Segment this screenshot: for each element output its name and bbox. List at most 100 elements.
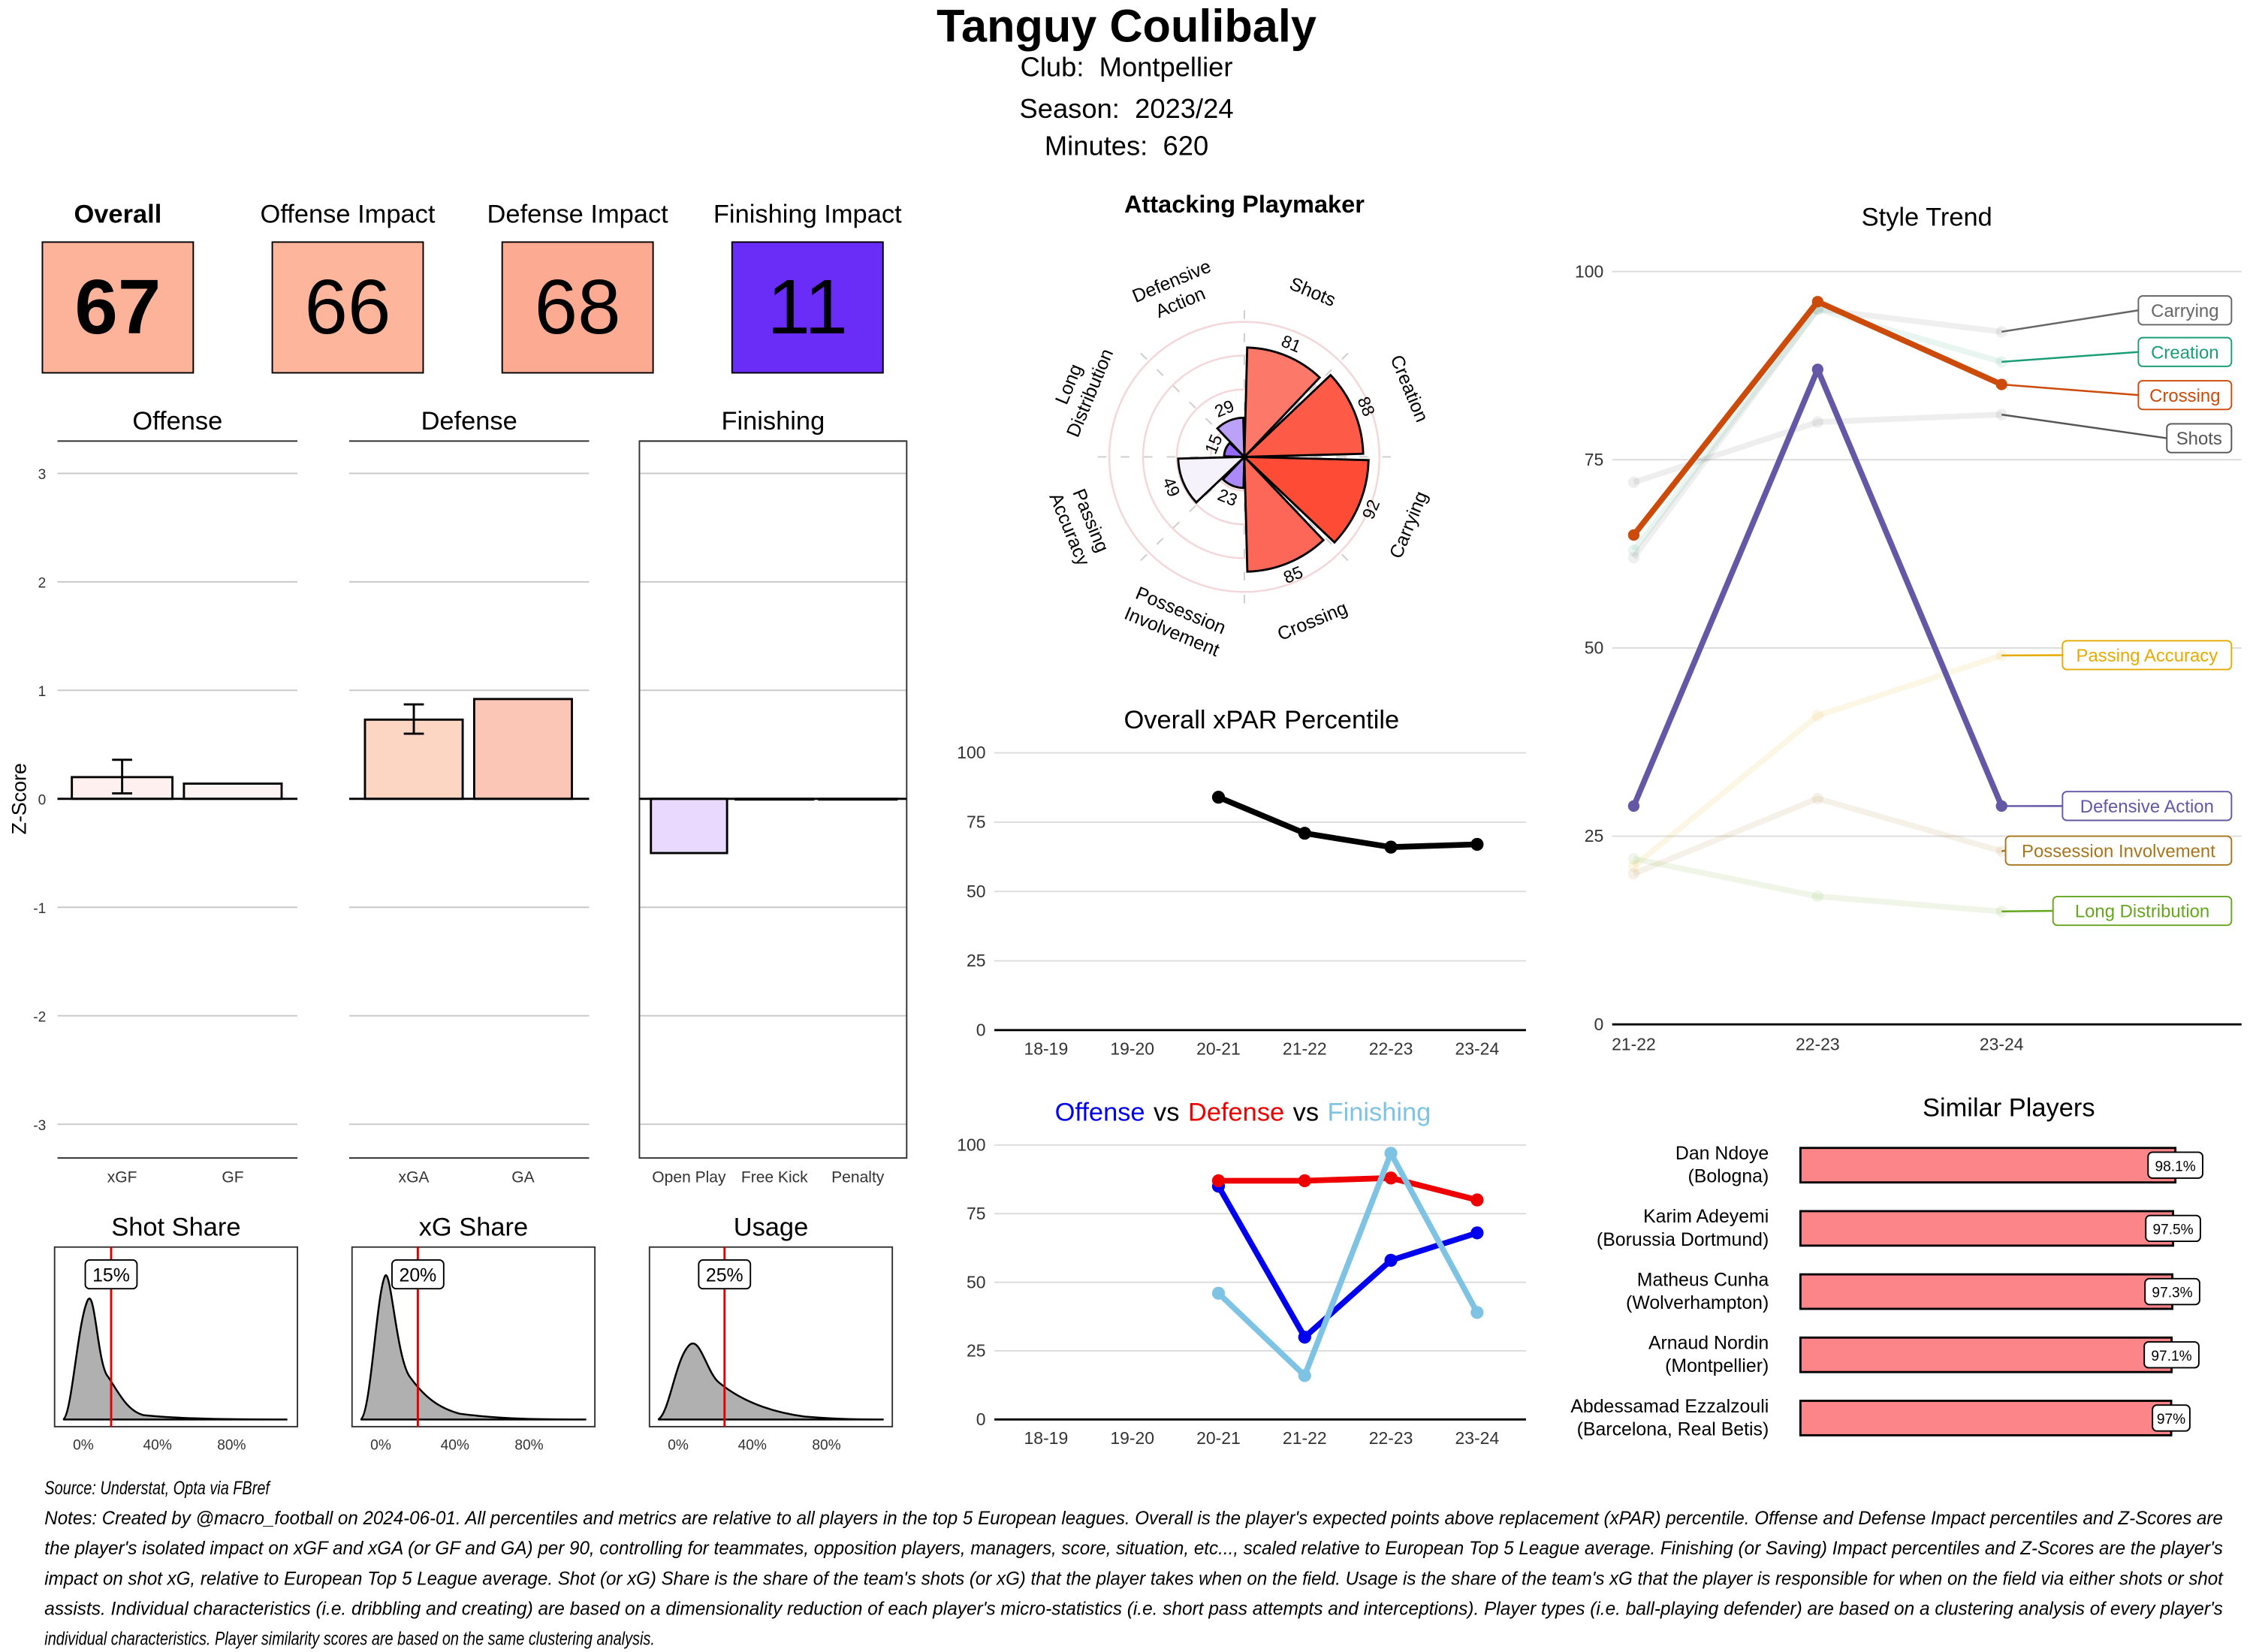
x-tick-label: 18-19: [1024, 1428, 1069, 1448]
x-tick-label: 23-24: [1455, 1428, 1500, 1448]
series-label-box: [2061, 791, 2233, 821]
series-label-crossing: Crossing: [2149, 386, 2220, 406]
similarity-label-box: [2143, 1341, 2200, 1369]
similar-player-name: Arnaud Nordin: [1648, 1333, 1769, 1354]
radar-category-label: Creation: [1386, 352, 1433, 426]
season-line: Season: 2023/24: [1020, 95, 1234, 126]
y-tick-label: 25: [967, 1341, 986, 1361]
radar-category-label: DefensiveAction: [1130, 256, 1223, 328]
card-label-offense: Offense Impact: [260, 199, 436, 229]
similar-players-title: Similar Players: [1923, 1094, 2095, 1123]
title-part: Finishing: [1328, 1098, 1431, 1126]
similarity-label-box: [2144, 1277, 2200, 1306]
panel-title-defense: Defense: [421, 407, 517, 436]
club-label: Club:: [1020, 53, 1084, 83]
x-tick-label: 23-24: [1455, 1039, 1500, 1058]
radar-category-label: Crossing: [1274, 598, 1350, 645]
data-point: [1811, 891, 1823, 903]
data-point: [1470, 1226, 1484, 1240]
data-point: [1811, 792, 1823, 805]
radar-category-label: PassingAccuracy: [1045, 481, 1114, 569]
y-tick-label: 3: [38, 467, 47, 483]
club-line: Club: Montpellier: [1021, 53, 1233, 85]
x-tick-label: Free Kick: [741, 1169, 808, 1186]
y-tick-label: 2: [38, 576, 47, 592]
style-trend-title: Style Trend: [1862, 203, 1992, 231]
title-part: Offense: [1055, 1098, 1145, 1126]
y-tick-label: -1: [33, 901, 46, 917]
y-tick-label: 75: [967, 1204, 986, 1223]
card-label-overall: Overall: [74, 199, 162, 229]
data-point: [1627, 529, 1640, 541]
radar-bar-passing-accuracy: [1177, 455, 1247, 505]
similar-player-name: Abdessamad Ezzalzouli: [1570, 1396, 1769, 1417]
value-label-box: [391, 1259, 445, 1290]
club-value: Montpellier: [1099, 53, 1233, 83]
minutes-value: 620: [1163, 132, 1209, 163]
series-label-box: [2061, 640, 2233, 671]
series-label-box: [2052, 895, 2233, 927]
x-tick-label: 0%: [370, 1438, 391, 1454]
series-label-defensive-action: Defensive Action: [2080, 797, 2214, 817]
series-line-defense: [1218, 1174, 1478, 1203]
card-label-finishing: Finishing Impact: [713, 199, 902, 229]
data-point: [1211, 1286, 1226, 1300]
value-label: 15%: [92, 1265, 130, 1286]
y-tick-label: 1: [38, 684, 47, 700]
radar-category-line: Shots: [1286, 273, 1338, 311]
radar-bar-defensive-action: [1215, 416, 1246, 460]
title-part: Defense: [1188, 1098, 1284, 1126]
radar-value-label: 88: [1353, 393, 1379, 419]
x-tick-label: 19-20: [1110, 1039, 1154, 1058]
style-line-shots: [1633, 411, 2002, 485]
series-label-box: [2137, 336, 2233, 367]
line-chart-title: Offense vs Defense vs Finishing: [1055, 1098, 1431, 1126]
data-point: [1627, 544, 1640, 556]
radar-category-label: Shots: [1286, 273, 1338, 311]
y-tick-label: 25: [1585, 826, 1604, 846]
minutes-label: Minutes:: [1044, 132, 1148, 163]
similarity-bar: [1799, 1336, 2173, 1373]
y-tick-label: 100: [957, 1135, 985, 1155]
data-point: [1384, 840, 1398, 854]
similar-player-club: (Borussia Dortmund): [1597, 1229, 1769, 1250]
x-tick-label: 19-20: [1110, 1428, 1154, 1448]
x-tick-label: Penalty: [831, 1169, 885, 1186]
similar-player-name: Dan Ndoye: [1675, 1143, 1769, 1164]
title-part: vs: [1293, 1098, 1319, 1126]
footer-text: the player's isolated impact on xGF and …: [44, 1538, 2223, 1559]
panel-title-offense: Offense: [132, 407, 222, 436]
radar-category-line: Carrying: [1386, 488, 1432, 562]
radar-category-label: PossessionInvolvement: [1121, 582, 1231, 661]
label-connector: [2001, 309, 2139, 333]
radar-category-line: Crossing: [1274, 598, 1350, 645]
y-tick-label: -3: [33, 1118, 46, 1134]
bar-open-play: [650, 797, 728, 855]
data-point: [1470, 1306, 1484, 1319]
footer-text: impact on shot xG, relative to European …: [44, 1568, 2224, 1589]
series-label-creation: Creation: [2151, 342, 2218, 363]
footer-text: individual characteristics. Player simil…: [44, 1629, 655, 1650]
similarity-bar: [1799, 1210, 2175, 1247]
value-label-box: [84, 1259, 138, 1290]
error-bar: [403, 703, 424, 735]
radar-category-line: Creation: [1386, 352, 1433, 426]
season-value: 2023/24: [1135, 95, 1234, 125]
value-label: 25%: [706, 1265, 743, 1286]
data-point: [1384, 1171, 1398, 1185]
data-point: [1627, 551, 1640, 564]
similar-player-club: (Wolverhampton): [1626, 1292, 1769, 1313]
data-point: [1627, 476, 1640, 488]
line-chart-title: Overall xPAR Percentile: [1124, 706, 1400, 734]
data-point: [1211, 1174, 1226, 1188]
bar-ga: [472, 698, 573, 800]
data-point: [1627, 860, 1640, 873]
similarity-label-box: [2147, 1151, 2203, 1179]
label-connector: [2001, 413, 2167, 439]
data-point: [1811, 363, 1823, 375]
x-tick-label: 23-24: [1980, 1035, 2024, 1054]
style-line-passing-accuracy: [1631, 653, 2003, 869]
similarity-value: 98.1%: [2155, 1159, 2196, 1174]
data-point: [1470, 837, 1484, 852]
series-line-finishing: [1216, 1150, 1480, 1379]
